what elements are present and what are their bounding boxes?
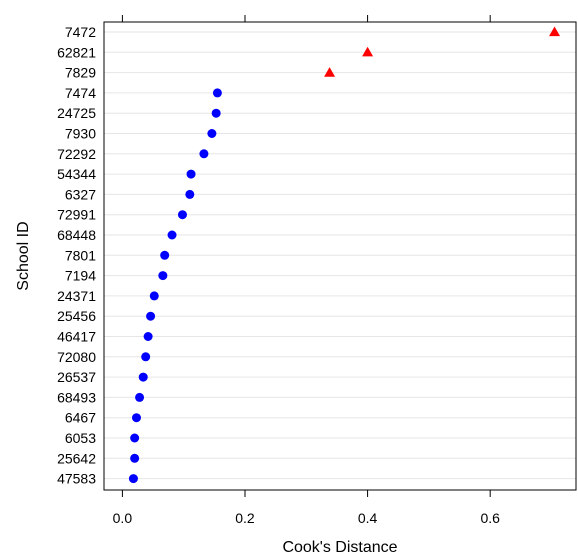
data-point-circle [185, 189, 195, 199]
x-tick-label: 0.6 [480, 510, 500, 526]
data-point-circle [158, 271, 168, 281]
data-point-circle [177, 210, 187, 220]
y-tick-label: 72292 [57, 146, 96, 162]
data-point-triangle [362, 46, 374, 57]
data-point-circle [143, 332, 153, 341]
x-tick-label: 0.4 [358, 510, 378, 526]
grid-lines [104, 31, 576, 480]
data-point-triangle [324, 67, 336, 77]
plot-frame [103, 21, 577, 491]
y-tick-label: 24371 [57, 288, 96, 304]
y-tick-label: 6327 [65, 186, 96, 202]
y-tick-label: 7930 [65, 126, 96, 142]
y-tick-label: 7194 [65, 268, 96, 284]
y-tick-label: 54344 [57, 166, 96, 182]
data-point-circle [130, 433, 140, 443]
y-tick-label: 68493 [57, 389, 96, 405]
y-tick-label: 47583 [57, 471, 96, 487]
y-tick-label: 7801 [65, 247, 96, 263]
data-points [128, 26, 561, 484]
y-tick-label: 46417 [57, 329, 96, 345]
data-point-circle [167, 230, 177, 240]
data-point-circle [138, 372, 148, 382]
data-point-circle [146, 311, 156, 321]
axis-ticks [121, 15, 491, 497]
y-tick-label: 6053 [65, 430, 96, 446]
y-tick-label: 68448 [57, 227, 96, 243]
y-tick-label: 7829 [65, 65, 96, 81]
y-tick-label: 7472 [65, 24, 96, 40]
tick-labels: 7472 62821 7829 7474 24725 7930 72292 54344 6327… [57, 24, 500, 526]
y-tick-label: 72080 [57, 349, 96, 365]
data-point-circle [130, 453, 140, 463]
data-point-circle [207, 129, 217, 138]
x-axis-title: Cook's Distance [282, 539, 397, 556]
y-tick-label: 6467 [65, 410, 96, 426]
y-tick-label: 26537 [57, 369, 96, 385]
data-point-circle [135, 392, 145, 402]
data-point-triangle [549, 26, 561, 37]
y-tick-label: 7474 [65, 85, 96, 101]
data-point-circle [211, 108, 221, 118]
y-tick-label: 24725 [57, 105, 96, 121]
data-point-circle [199, 149, 209, 159]
x-tick-label: 0.0 [113, 510, 133, 526]
y-tick-label: 25642 [57, 450, 96, 466]
data-point-circle [128, 474, 138, 484]
data-point-circle [141, 352, 151, 362]
x-tick-label: 0.2 [235, 510, 255, 526]
y-tick-label: 72991 [57, 207, 96, 223]
data-point-circle [149, 291, 159, 301]
y-tick-label: 25456 [57, 308, 96, 324]
data-point-circle [212, 88, 222, 98]
data-point-circle [186, 169, 196, 179]
data-point-circle [131, 413, 141, 423]
y-tick-label: 62821 [57, 44, 96, 60]
y-axis-title: School ID [15, 221, 32, 290]
data-point-circle [160, 250, 170, 260]
